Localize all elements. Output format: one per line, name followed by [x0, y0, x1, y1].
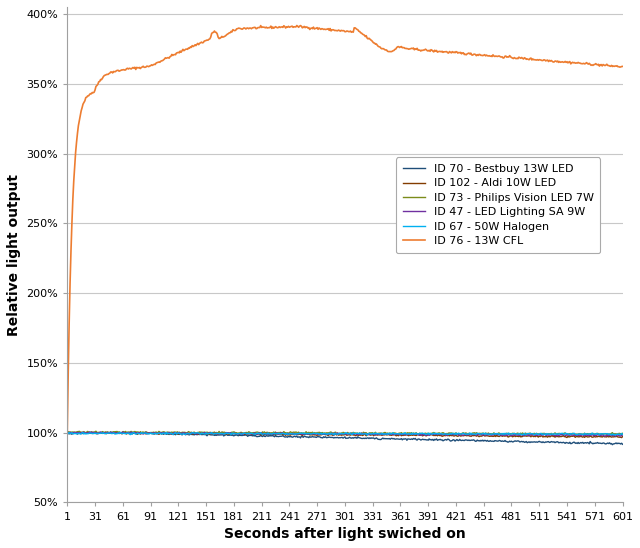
ID 76 - 13W CFL — [246, 25, 254, 31]
ID 47 - LED Lighting SA 9W — [248, 431, 255, 437]
ID 47 - LED Lighting SA 9W — [100, 429, 108, 436]
ID 76 - 13W CFL — [507, 54, 515, 60]
Line: ID 67 - 50W Halogen: ID 67 - 50W Halogen — [67, 432, 623, 435]
ID 102 - Aldi 10W LED — [602, 433, 610, 440]
ID 76 - 13W CFL — [582, 59, 590, 66]
ID 73 - Philips Vision LED 7W — [603, 431, 611, 438]
ID 67 - 50W Halogen — [584, 431, 591, 438]
ID 70 - Bestbuy 13W LED — [582, 440, 590, 447]
X-axis label: Seconds after light swiched on: Seconds after light swiched on — [224, 527, 466, 541]
ID 73 - Philips Vision LED 7W — [63, 428, 71, 435]
ID 67 - 50W Halogen — [248, 430, 255, 437]
ID 67 - 50W Halogen — [100, 430, 108, 436]
ID 102 - Aldi 10W LED — [618, 435, 625, 441]
ID 73 - Philips Vision LED 7W — [619, 430, 627, 437]
ID 70 - Bestbuy 13W LED — [507, 438, 515, 445]
ID 76 - 13W CFL — [99, 75, 106, 82]
ID 47 - LED Lighting SA 9W — [507, 432, 515, 438]
ID 73 - Philips Vision LED 7W — [248, 430, 255, 436]
ID 102 - Aldi 10W LED — [63, 430, 71, 436]
ID 67 - 50W Halogen — [364, 432, 371, 438]
ID 47 - LED Lighting SA 9W — [168, 430, 176, 437]
ID 76 - 13W CFL — [293, 22, 301, 29]
ID 70 - Bestbuy 13W LED — [609, 441, 616, 448]
ID 47 - LED Lighting SA 9W — [63, 430, 71, 436]
ID 70 - Bestbuy 13W LED — [602, 441, 610, 447]
ID 73 - Philips Vision LED 7W — [168, 429, 176, 435]
ID 76 - 13W CFL — [63, 429, 71, 436]
Line: ID 47 - LED Lighting SA 9W: ID 47 - LED Lighting SA 9W — [67, 432, 623, 436]
ID 67 - 50W Halogen — [65, 429, 73, 436]
ID 73 - Philips Vision LED 7W — [100, 429, 108, 436]
ID 70 - Bestbuy 13W LED — [168, 431, 176, 438]
Line: ID 70 - Bestbuy 13W LED: ID 70 - Bestbuy 13W LED — [67, 432, 623, 444]
Line: ID 76 - 13W CFL: ID 76 - 13W CFL — [67, 26, 623, 432]
ID 73 - Philips Vision LED 7W — [92, 428, 100, 435]
ID 67 - 50W Halogen — [63, 430, 71, 436]
ID 70 - Bestbuy 13W LED — [63, 430, 71, 436]
ID 70 - Bestbuy 13W LED — [99, 429, 106, 436]
ID 67 - 50W Halogen — [619, 431, 627, 437]
ID 47 - LED Lighting SA 9W — [611, 433, 619, 439]
ID 47 - LED Lighting SA 9W — [619, 432, 627, 438]
ID 102 - Aldi 10W LED — [507, 433, 515, 439]
ID 73 - Philips Vision LED 7W — [582, 432, 589, 438]
ID 76 - 13W CFL — [167, 53, 175, 60]
ID 102 - Aldi 10W LED — [582, 433, 590, 439]
ID 102 - Aldi 10W LED — [74, 429, 81, 435]
ID 67 - 50W Halogen — [168, 430, 176, 437]
ID 102 - Aldi 10W LED — [100, 430, 108, 436]
ID 67 - 50W Halogen — [603, 430, 611, 437]
ID 47 - LED Lighting SA 9W — [582, 431, 590, 438]
ID 73 - Philips Vision LED 7W — [507, 430, 515, 437]
ID 76 - 13W CFL — [619, 63, 627, 70]
ID 70 - Bestbuy 13W LED — [619, 441, 627, 448]
ID 67 - 50W Halogen — [508, 431, 515, 437]
Line: ID 73 - Philips Vision LED 7W: ID 73 - Philips Vision LED 7W — [67, 431, 623, 435]
ID 47 - LED Lighting SA 9W — [86, 429, 93, 435]
ID 73 - Philips Vision LED 7W — [584, 430, 591, 437]
ID 102 - Aldi 10W LED — [168, 430, 176, 437]
Y-axis label: Relative light output: Relative light output — [7, 174, 21, 336]
ID 47 - LED Lighting SA 9W — [602, 432, 610, 439]
ID 76 - 13W CFL — [602, 62, 610, 68]
ID 102 - Aldi 10W LED — [619, 433, 627, 440]
ID 70 - Bestbuy 13W LED — [107, 429, 115, 435]
Line: ID 102 - Aldi 10W LED: ID 102 - Aldi 10W LED — [67, 432, 623, 438]
ID 102 - Aldi 10W LED — [248, 431, 255, 437]
Legend: ID 70 - Bestbuy 13W LED, ID 102 - Aldi 10W LED, ID 73 - Philips Vision LED 7W, I: ID 70 - Bestbuy 13W LED, ID 102 - Aldi 1… — [396, 157, 600, 253]
ID 70 - Bestbuy 13W LED — [248, 432, 255, 438]
